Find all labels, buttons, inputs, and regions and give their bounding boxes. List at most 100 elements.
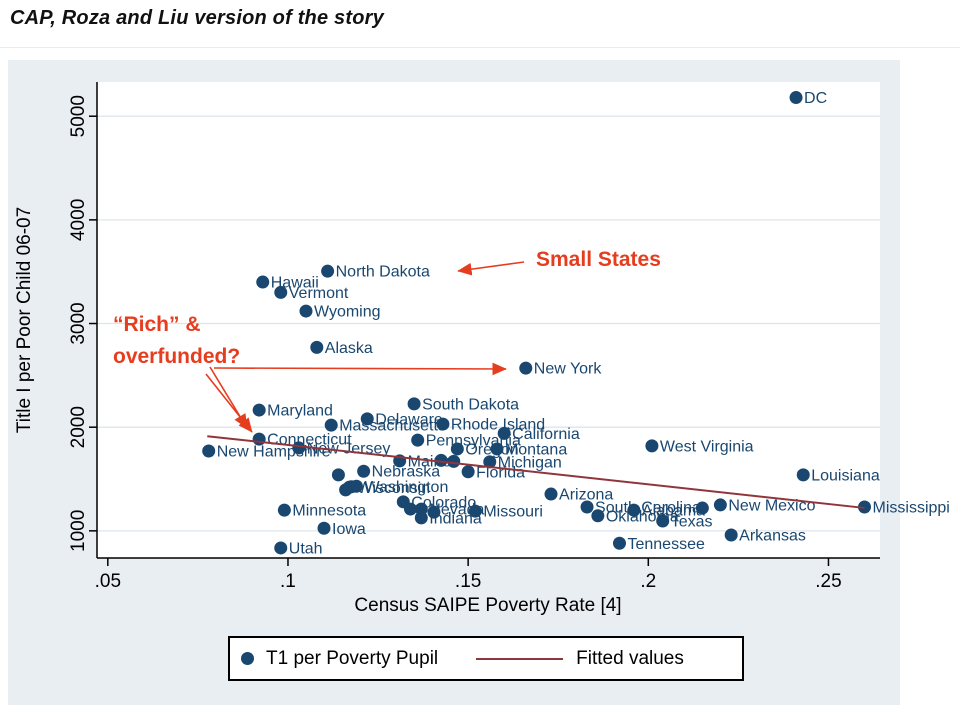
- data-point: [317, 521, 331, 535]
- data-point-label: New Hampshire: [217, 444, 331, 461]
- data-point-label: Nebraska: [372, 464, 441, 481]
- x-tick-label: .15: [455, 571, 481, 592]
- data-point-label: Alaska: [325, 340, 373, 357]
- data-point: [436, 417, 450, 431]
- data-point-label: DC: [804, 90, 827, 107]
- data-point: [591, 509, 605, 523]
- data-point: [396, 495, 410, 509]
- data-point: [713, 498, 727, 512]
- data-point-label: Rhode Island: [451, 417, 545, 434]
- data-point-label: Mississippi: [873, 500, 950, 517]
- data-point: [796, 468, 810, 482]
- data-point-label: Washington: [364, 479, 448, 496]
- annotation-rich-line1: “Rich” &: [113, 313, 201, 336]
- data-point-label: Wyoming: [314, 304, 381, 321]
- y-tick-label: 5000: [68, 95, 89, 137]
- arrow-to-new-york: [213, 362, 507, 376]
- data-point: [427, 505, 441, 519]
- data-point: [414, 511, 428, 525]
- data-point: [580, 500, 594, 514]
- data-point: [274, 285, 288, 299]
- data-point: [256, 275, 270, 289]
- data-point: [434, 453, 448, 467]
- data-point-label: Iowa: [332, 521, 366, 538]
- data-point: [310, 340, 324, 354]
- data-point: [461, 465, 475, 479]
- data-point-label: Utah: [289, 540, 323, 557]
- axes-layer: 1000 2000 3000 4000 5000 .05 .1 .15 .2 .25: [68, 82, 880, 592]
- arrow-to-small-states: [457, 261, 525, 276]
- data-point-label: Texas: [671, 513, 713, 530]
- data-point-label: New Mexico: [728, 497, 815, 514]
- data-point-label: Missouri: [483, 504, 543, 521]
- data-point: [411, 433, 425, 447]
- data-point: [342, 480, 356, 494]
- title-divider: [0, 47, 960, 48]
- chart-legend: T1 per Poverty Pupil Fitted values: [228, 636, 744, 681]
- data-point-label: South Carolina: [595, 500, 701, 517]
- data-point: [497, 426, 511, 440]
- data-point-label: Maine: [408, 453, 452, 470]
- data-point-label: Alabama: [642, 503, 705, 520]
- y-tick-label: 2000: [68, 406, 89, 448]
- data-point: [544, 487, 558, 501]
- data-point-label: West Virginia: [660, 438, 754, 455]
- data-point-label: South Dakota: [422, 396, 519, 413]
- data-point: [483, 455, 497, 469]
- x-tick-label: .1: [280, 571, 296, 592]
- data-point: [695, 501, 709, 515]
- data-point-label: Michigan: [498, 454, 562, 471]
- legend-line-icon: [476, 657, 564, 660]
- legend-marker-icon: [241, 652, 254, 665]
- data-point: [252, 403, 266, 417]
- y-tick-label: 4000: [68, 199, 89, 241]
- data-point-label: Minnesota: [292, 503, 366, 520]
- data-point: [789, 91, 803, 105]
- data-point-label: Maryland: [267, 403, 333, 420]
- data-point: [627, 503, 641, 517]
- data-point: [360, 412, 374, 426]
- data-point-label: Arizona: [559, 487, 613, 504]
- annotation-small-states: Small States: [536, 248, 661, 271]
- data-point: [321, 264, 335, 278]
- data-point: [490, 442, 504, 456]
- data-point-label: New York: [534, 361, 603, 378]
- data-point: [656, 514, 670, 528]
- data-point: [447, 454, 461, 468]
- data-point: [407, 397, 421, 411]
- data-point: [724, 528, 738, 542]
- data-point-label: Louisiana: [811, 467, 880, 484]
- data-point: [324, 418, 338, 432]
- annotation-rich-line2: overfunded?: [113, 345, 240, 368]
- data-point: [277, 503, 291, 517]
- data-point: [202, 444, 216, 458]
- y-tick-label: 3000: [68, 302, 89, 344]
- fitted-line: [207, 435, 865, 509]
- data-point-label: Colorado: [411, 494, 476, 511]
- page-title: CAP, Roza and Liu version of the story: [10, 7, 384, 29]
- y-tick-label: 1000: [68, 510, 89, 552]
- data-point-label: Vermont: [289, 285, 349, 302]
- data-point-label: Massachusetts: [339, 418, 446, 435]
- x-tick-label: .05: [95, 571, 121, 592]
- data-point-label: California: [512, 426, 580, 443]
- legend-line-label: Fitted values: [576, 647, 684, 669]
- data-point-label: Delaware: [375, 411, 443, 428]
- x-tick-label: .2: [640, 571, 656, 592]
- x-tick-label: .25: [815, 571, 841, 592]
- y-axis-title: Title I per Poor Child 06-07: [14, 207, 35, 433]
- grid-layer: [97, 115, 880, 532]
- plot-area: [97, 82, 880, 558]
- data-point: [612, 536, 626, 550]
- data-point: [274, 541, 288, 555]
- x-axis-title: Census SAIPE Poverty Rate [4]: [354, 595, 621, 616]
- legend-marker-label: T1 per Poverty Pupil: [266, 647, 439, 669]
- data-point-label: North Dakota: [336, 264, 430, 281]
- data-point: [292, 441, 306, 455]
- arrow-to-connecticut-2: [205, 373, 253, 433]
- data-point: [331, 468, 345, 482]
- data-point: [299, 304, 313, 318]
